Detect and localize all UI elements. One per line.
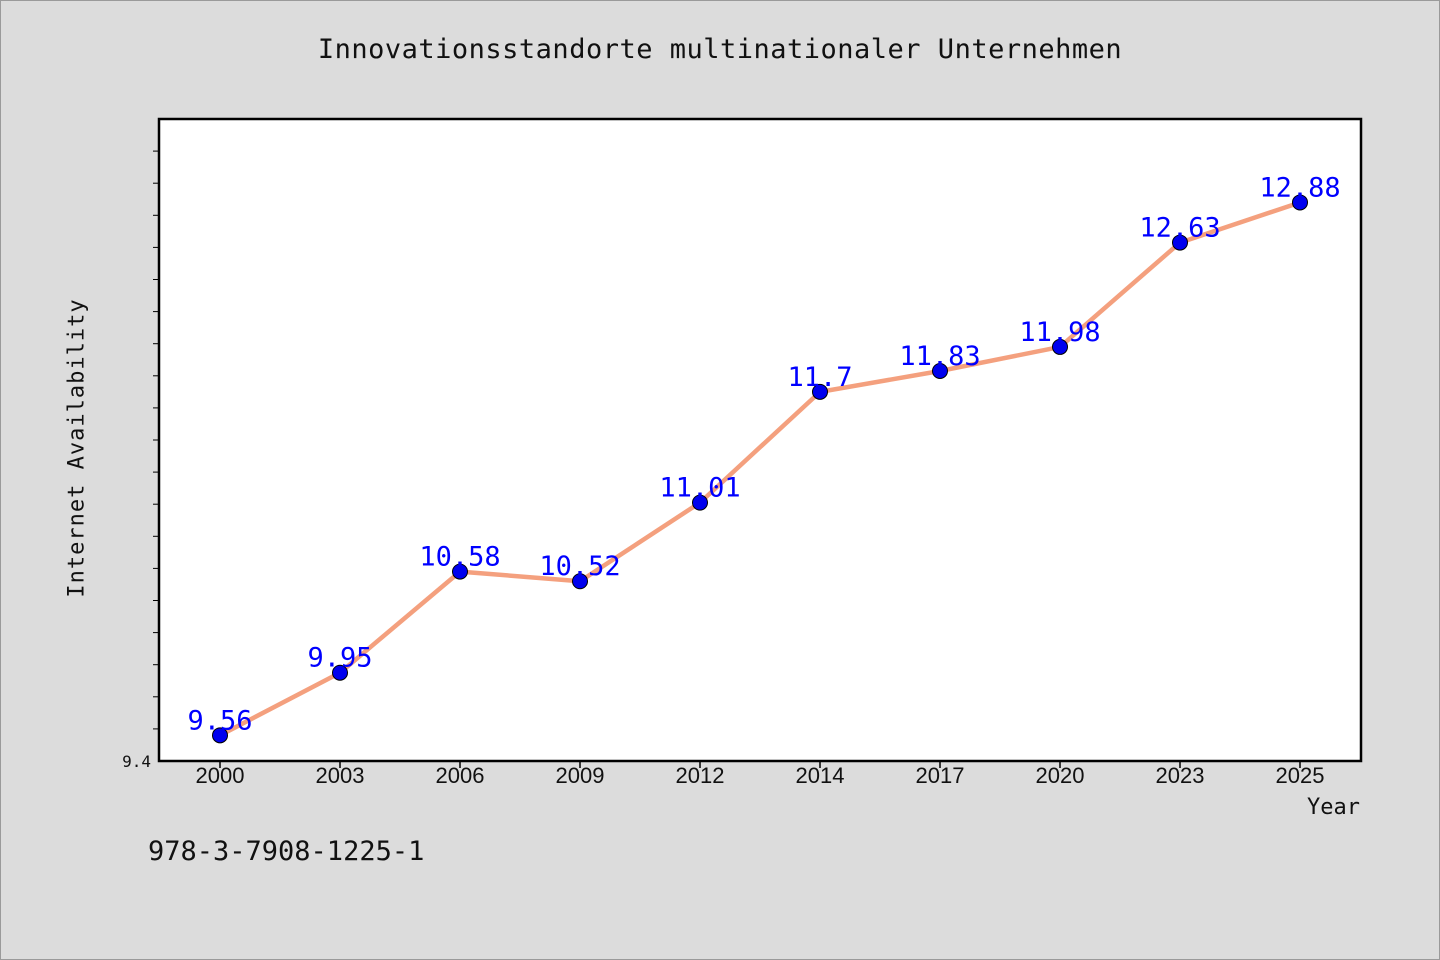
data-point bbox=[572, 573, 588, 590]
x-tick-label: 2023 bbox=[1156, 763, 1205, 788]
data-label: 11.83 bbox=[899, 341, 980, 372]
data-label: 11.7 bbox=[787, 362, 852, 393]
x-tick-label: 2006 bbox=[436, 763, 485, 788]
data-label: 10.58 bbox=[419, 542, 500, 573]
data-label: 9.95 bbox=[307, 643, 372, 674]
data-point bbox=[932, 362, 948, 379]
data-label: 11.01 bbox=[659, 473, 740, 504]
x-tick-label: 2000 bbox=[196, 763, 245, 788]
data-label: 11.98 bbox=[1019, 317, 1100, 348]
x-tick-label: 2020 bbox=[1036, 763, 1085, 788]
x-tick-label: 2012 bbox=[676, 763, 725, 788]
data-point bbox=[332, 664, 348, 681]
data-point bbox=[1052, 338, 1068, 355]
data-label: 12.63 bbox=[1139, 213, 1220, 244]
data-point bbox=[1172, 234, 1188, 251]
x-tick-label: 2017 bbox=[916, 763, 965, 788]
data-label: 10.52 bbox=[539, 551, 620, 582]
data-label: 12.88 bbox=[1259, 172, 1340, 203]
x-tick-label: 2014 bbox=[796, 763, 845, 788]
y-axis-ticks: 9.4 bbox=[122, 150, 159, 771]
data-point bbox=[1292, 194, 1308, 211]
y-tick-label: 9.4 bbox=[122, 752, 151, 771]
x-axis-ticks: 2000 2003 2006 2009 2012 2014 2017 2020 2023 2025 bbox=[196, 761, 1325, 788]
data-label: 9.56 bbox=[187, 705, 252, 736]
data-point bbox=[452, 563, 468, 580]
chart-title: Innovationsstandorte multinationaler Unt… bbox=[317, 34, 1123, 65]
data-point bbox=[812, 383, 828, 400]
x-tick-label: 2025 bbox=[1276, 763, 1325, 788]
x-axis-label: Year bbox=[1307, 795, 1360, 820]
footer-note: 978-3-7908-1225-1 bbox=[148, 836, 425, 867]
data-point bbox=[212, 727, 228, 744]
series-line bbox=[217, 200, 1303, 738]
x-tick-label: 2003 bbox=[316, 763, 365, 788]
x-tick-label: 2009 bbox=[556, 763, 605, 788]
series-group: 9.56 9.95 10.58 10.52 11.01 11.7 11.83 11.98 12.… bbox=[187, 172, 1341, 744]
data-point bbox=[692, 494, 708, 511]
